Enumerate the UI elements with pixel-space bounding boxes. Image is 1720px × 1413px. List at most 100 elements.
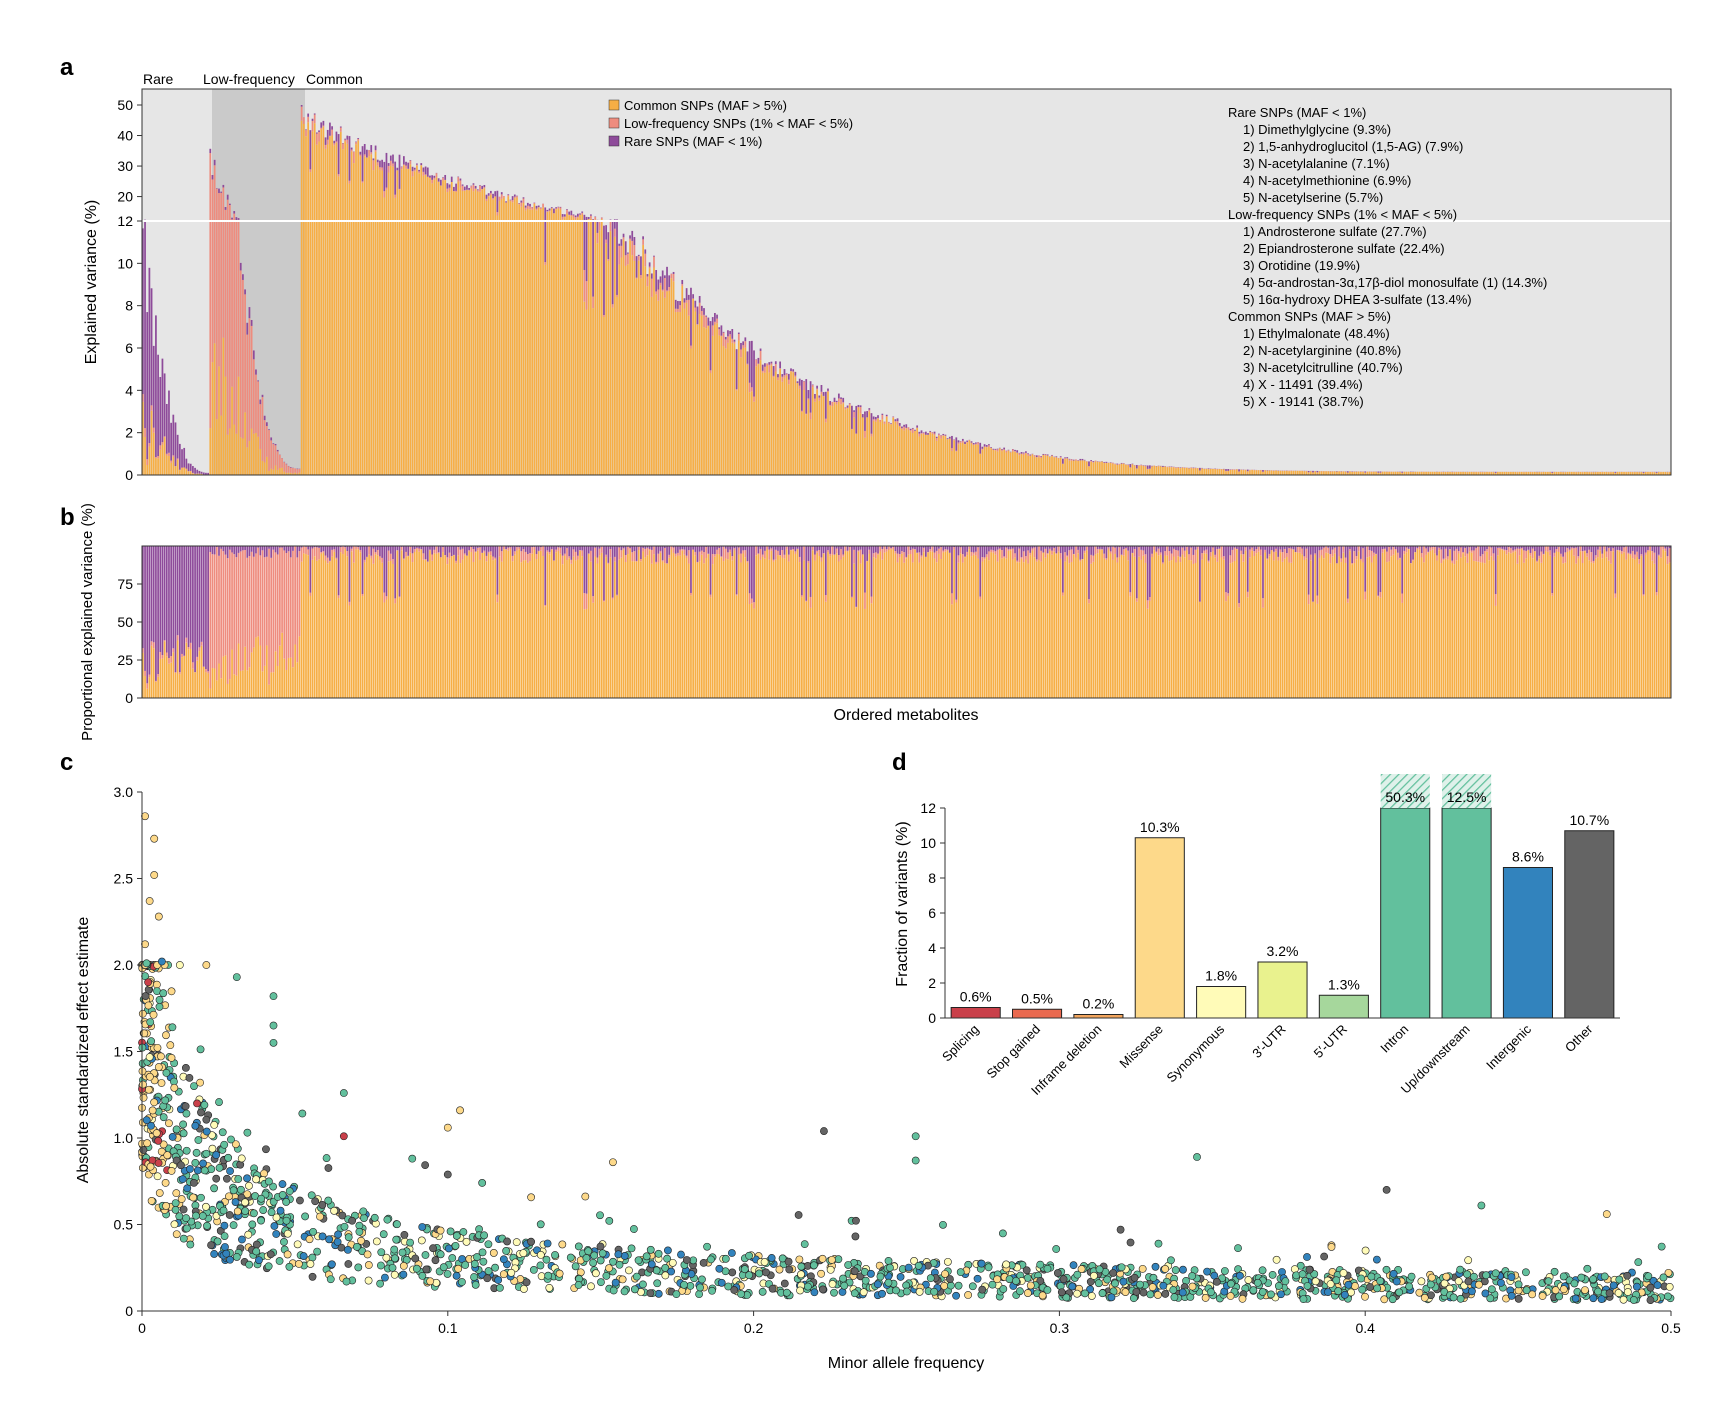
bar-common-prop (1194, 563, 1197, 698)
bar-lowfreq (774, 364, 777, 372)
bar-common-prop (866, 561, 869, 698)
panel-a-legend: Common SNPs (MAF > 5%) Low-frequency SNP… (608, 98, 853, 149)
bar-rare (457, 176, 460, 178)
bar-common (1533, 471, 1536, 475)
bar-common-prop (1035, 561, 1038, 698)
bar-rare (507, 194, 510, 196)
bar-rare-prop (250, 546, 253, 552)
bar-common-prop (655, 563, 658, 698)
bar-common-prop (1238, 607, 1240, 698)
bar-lowfreq-prop (975, 551, 977, 556)
bar-common (315, 144, 318, 475)
bar-rare-prop (1523, 546, 1525, 551)
bar-lowfreq (265, 425, 268, 457)
region-rare-bg (142, 89, 212, 475)
bar-lowfreq (361, 181, 364, 183)
bar-rare (805, 379, 808, 414)
bar-common (383, 197, 386, 475)
bar-common-prop (1286, 556, 1288, 698)
bar-common (585, 309, 588, 475)
bar-common (1207, 469, 1210, 475)
bar-common (1457, 471, 1460, 475)
bar-lowfreq-prop (1129, 592, 1132, 597)
bar-common (1638, 472, 1641, 475)
bar-rare (226, 194, 229, 200)
bar-lowfreq-prop (176, 635, 179, 641)
bar-common (957, 444, 960, 475)
bar-common (801, 412, 803, 475)
bar-common (542, 207, 544, 476)
bar-lowfreq (594, 216, 597, 220)
bar-lowfreq-prop (1570, 547, 1573, 550)
bar-common (1312, 472, 1314, 475)
bar-lowfreq-prop (1188, 554, 1190, 560)
scatter-point (172, 1125, 181, 1134)
bar-lowfreq (494, 196, 497, 197)
bar-common (1044, 455, 1047, 475)
bar-lowfreq-prop (996, 549, 999, 562)
bar-common (194, 473, 196, 475)
y-tick-label: 6 (125, 340, 133, 356)
bar-common (1581, 472, 1584, 475)
bar-rare-prop (489, 546, 492, 552)
bar-common (1625, 472, 1628, 475)
bar-rare (331, 126, 333, 130)
bar-rare-prop (827, 546, 829, 551)
bar-common (370, 154, 373, 475)
bar-common (737, 340, 740, 475)
bar-lowfreq-prop (242, 550, 244, 671)
bar-lowfreq-prop (1492, 553, 1495, 561)
bar-rare (385, 152, 388, 188)
bar-lowfreq-prop (1444, 548, 1447, 559)
bar-rare-prop (509, 546, 512, 548)
bar-lowfreq-prop (142, 648, 144, 653)
scatter-point (178, 1175, 187, 1184)
bar-rare-prop (1396, 546, 1399, 553)
annotation-line: Common SNPs (MAF > 5%) (1228, 309, 1391, 324)
bar-common-prop (646, 555, 649, 698)
bar-rare-prop (609, 546, 612, 550)
bar-common (1577, 472, 1580, 475)
bar-rare (894, 419, 897, 422)
bar-common (152, 432, 155, 475)
bar-lowfreq (759, 350, 762, 361)
bar-common (1427, 471, 1430, 475)
bar-lowfreq (524, 207, 527, 211)
bar-lowfreq-prop (583, 593, 586, 610)
bar-rare (546, 209, 549, 212)
bar-rare-prop (1062, 546, 1064, 593)
bar-rare-prop (1140, 546, 1143, 550)
bar-lowfreq (355, 142, 357, 145)
bar-rare-prop (672, 546, 675, 548)
bar-rare (272, 443, 275, 445)
bar-lowfreq-prop (1664, 548, 1667, 552)
bar-common (1055, 457, 1058, 475)
bar-common-prop (964, 557, 966, 698)
bar-lowfreq (831, 402, 834, 407)
bar-lowfreq (487, 195, 490, 197)
bar-common (1597, 472, 1599, 475)
bar-rare (746, 351, 749, 364)
bar-lowfreq-prop (1096, 549, 1099, 554)
bar-common-prop (1353, 563, 1356, 698)
bar-rare (485, 194, 488, 199)
bar-rare-prop (911, 546, 914, 549)
bar-lowfreq-prop (1203, 550, 1206, 554)
bar-lowfreq-prop (820, 557, 823, 562)
bar-lowfreq-prop (809, 596, 812, 608)
bar-rare (683, 298, 686, 303)
bar-common-prop (605, 557, 608, 698)
bar-common (498, 200, 501, 475)
bar-common-prop (890, 549, 892, 698)
bar-common-prop (1301, 554, 1303, 698)
bar-rare-prop (1105, 546, 1108, 559)
bar-lowfreq-prop (631, 552, 634, 562)
bar-rare (783, 369, 786, 376)
bar-lowfreq (152, 427, 155, 433)
bar-common (1035, 457, 1038, 475)
bar-lowfreq-prop (374, 552, 377, 555)
bar-common-prop (1101, 549, 1103, 698)
bar-rare-prop (1288, 546, 1290, 549)
bar-common-prop (883, 552, 886, 698)
bar-common-prop (559, 553, 562, 698)
